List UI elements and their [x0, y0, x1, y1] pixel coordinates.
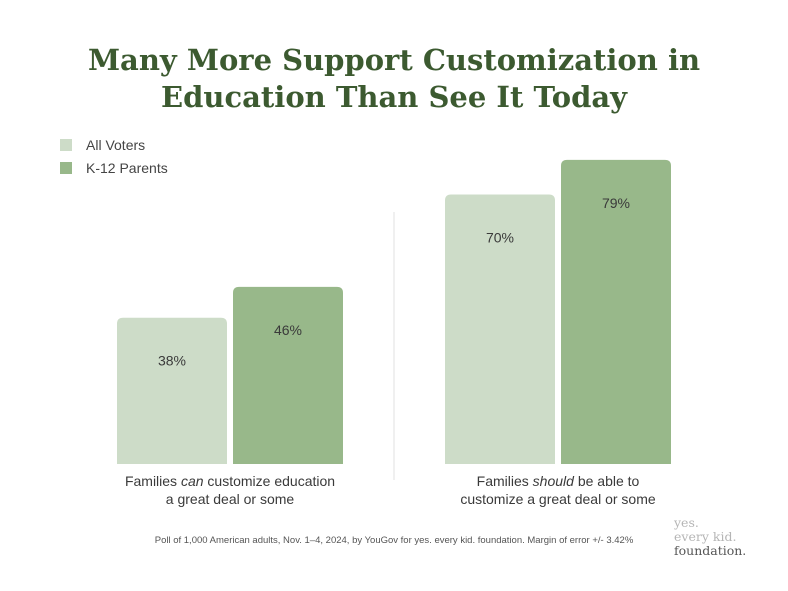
chart-title-line-2: Education Than See It Today — [161, 80, 627, 114]
category-label-can-line-2: a great deal or some — [165, 491, 295, 507]
chart-title: Many More Support Customization in Educa… — [0, 42, 788, 116]
brand-line-2: every kid. — [674, 529, 737, 544]
brand-logo: yes. every kid. foundation. — [674, 516, 746, 558]
category-label-should-line-1: Families should be able to — [476, 473, 640, 489]
legend-swatch-k12-parents — [60, 162, 72, 174]
category-label-can-line-1: Families can customize education — [124, 473, 336, 489]
footnote: Poll of 1,000 American adults, Nov. 1–4,… — [154, 535, 634, 546]
category-label-should: Families should be able to customize a g… — [408, 472, 708, 508]
data-label-all-voters-group-2: 70% — [486, 230, 514, 246]
category-label-should-line-2: customize a great deal or some — [460, 491, 656, 507]
bar-k-12-parents-group-2 — [561, 159, 671, 464]
bar-all-voters-group-2 — [445, 194, 555, 464]
category-emphasis-should: should — [532, 473, 574, 489]
legend-item-all-voters: All Voters — [60, 134, 168, 156]
legend-label-k12-parents: K-12 Parents — [86, 160, 168, 176]
category-label-can: Families can customize education a great… — [80, 472, 380, 508]
data-label-k-12-parents-group-1: 46% — [274, 322, 302, 338]
legend-item-k12-parents: K-12 Parents — [60, 157, 168, 179]
brand-line-1: yes. — [674, 515, 699, 530]
legend-label-all-voters: All Voters — [86, 137, 146, 153]
legend: All Voters K-12 Parents — [60, 134, 168, 180]
chart-title-line-1: Many More Support Customization in — [87, 43, 701, 77]
legend-swatch-all-voters — [60, 139, 72, 151]
category-emphasis-can: can — [180, 473, 204, 489]
bar-all-voters-group-1 — [117, 317, 227, 464]
brand-line-3: foundation. — [674, 543, 747, 558]
data-label-k-12-parents-group-2: 79% — [602, 195, 630, 211]
data-label-all-voters-group-1: 38% — [158, 353, 186, 369]
bar-k-12-parents-group-1 — [233, 286, 343, 464]
